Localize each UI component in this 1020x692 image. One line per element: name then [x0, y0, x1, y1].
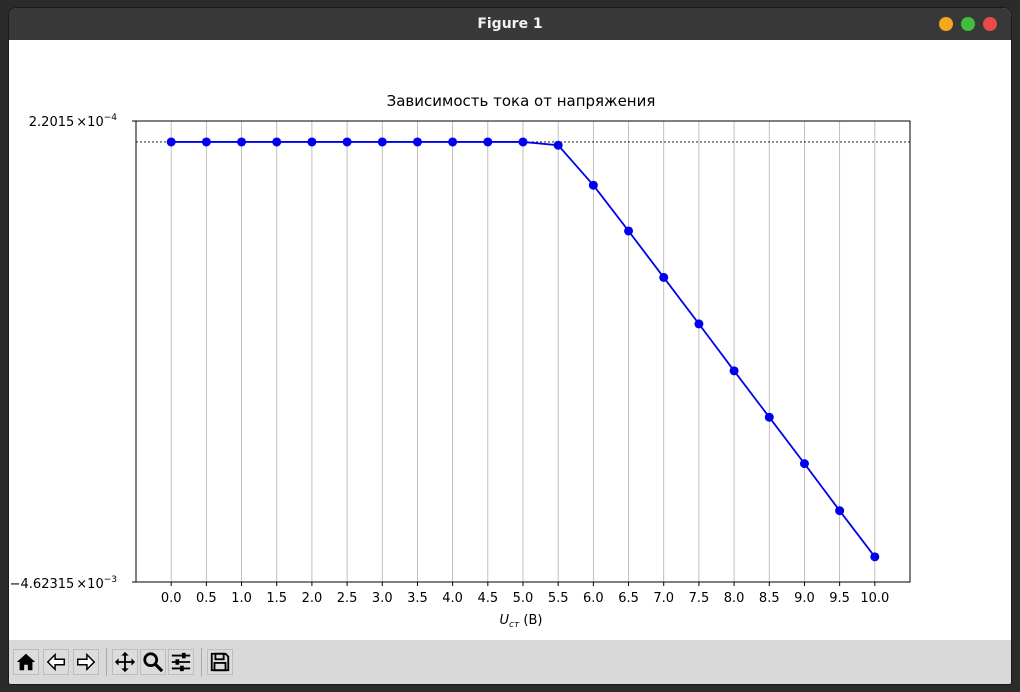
zoom-icon	[143, 652, 164, 673]
home-button[interactable]	[13, 649, 39, 675]
x-tick-label: 9.5	[829, 591, 850, 606]
x-tick-label: 2.5	[337, 591, 358, 606]
zoom-button[interactable]	[140, 649, 166, 675]
close-button[interactable]	[983, 17, 997, 31]
data-point	[377, 137, 387, 147]
maximize-button[interactable]	[961, 17, 975, 31]
x-tick-label: 2.0	[302, 591, 323, 606]
data-point	[870, 552, 880, 562]
data-point	[412, 137, 422, 147]
data-point	[201, 137, 211, 147]
data-point	[624, 226, 634, 236]
toolbar-separator	[106, 648, 107, 676]
x-tick-label: 4.0	[442, 591, 463, 606]
pan-button[interactable]	[112, 649, 138, 675]
data-point	[553, 140, 563, 150]
x-tick-label: 7.5	[689, 591, 710, 606]
data-point	[518, 137, 528, 147]
series-points	[166, 137, 880, 562]
x-tick-label: 5.5	[548, 591, 569, 606]
x-tick-label: 1.5	[266, 591, 287, 606]
x-tick-label: 10.0	[860, 591, 889, 606]
x-tick-label: 8.5	[759, 591, 780, 606]
x-tick-label: 5.0	[513, 591, 534, 606]
x-tick-label: 9.0	[794, 591, 815, 606]
data-point	[729, 366, 739, 376]
navigation-toolbar	[9, 640, 1011, 684]
x-tick-label: 1.0	[231, 591, 252, 606]
configure-subplots-icon	[171, 652, 191, 672]
x-tick-label: 3.0	[372, 591, 393, 606]
window-title: Figure 1	[477, 16, 543, 32]
save-button[interactable]	[207, 649, 233, 675]
x-tick-label: 6.0	[583, 591, 604, 606]
data-point	[483, 137, 493, 147]
back-button[interactable]	[43, 649, 69, 675]
x-axis-ticks: 0.0 0.5 1.0 1.5 2.0 2.5 3.0 3.5 4.0 4.5 5.0 5.5 6.0 6…	[161, 582, 889, 606]
y-tick-top: 2.2015 ×10−4	[29, 113, 117, 130]
minimize-button[interactable]	[939, 17, 953, 31]
data-point	[307, 137, 317, 147]
data-point	[799, 459, 809, 469]
save-icon	[210, 652, 230, 672]
x-tick-label: 4.5	[477, 591, 498, 606]
figure-window: Figure 1 Зависимость тока от напряжения …	[9, 8, 1011, 684]
title-bar[interactable]: Figure 1	[9, 8, 1011, 40]
data-point	[588, 180, 598, 190]
toolbar-separator	[201, 648, 202, 676]
configure-subplots-button[interactable]	[168, 649, 194, 675]
x-grid	[170, 121, 876, 582]
x-tick-label: 3.5	[407, 591, 428, 606]
data-point	[835, 506, 845, 516]
data-point	[659, 272, 669, 282]
back-arrow-icon	[46, 652, 65, 672]
forward-arrow-icon	[77, 652, 96, 672]
x-tick-label: 0.5	[196, 591, 217, 606]
figure-canvas[interactable]: Зависимость тока от напряжения 0.0 0.5 1.0…	[9, 40, 1011, 640]
data-point	[448, 137, 458, 147]
y-tick-bottom: −4.62315 ×10−3	[10, 575, 117, 592]
x-tick-label: 8.0	[724, 591, 745, 606]
x-axis-label: Uст (В)	[500, 613, 543, 630]
data-point	[694, 319, 704, 329]
home-icon	[16, 653, 36, 671]
chart-title: Зависимость тока от напряжения	[387, 92, 656, 110]
pan-icon	[114, 651, 136, 673]
data-point	[272, 137, 282, 147]
data-point	[237, 137, 247, 147]
x-tick-label: 6.5	[618, 591, 639, 606]
forward-button[interactable]	[73, 649, 99, 675]
data-point	[342, 137, 352, 147]
data-point	[764, 412, 774, 422]
x-tick-label: 0.0	[161, 591, 182, 606]
x-tick-label: 7.0	[653, 591, 674, 606]
data-point	[166, 137, 176, 147]
line-chart: Зависимость тока от напряжения 0.0 0.5 1.0…	[10, 92, 911, 630]
